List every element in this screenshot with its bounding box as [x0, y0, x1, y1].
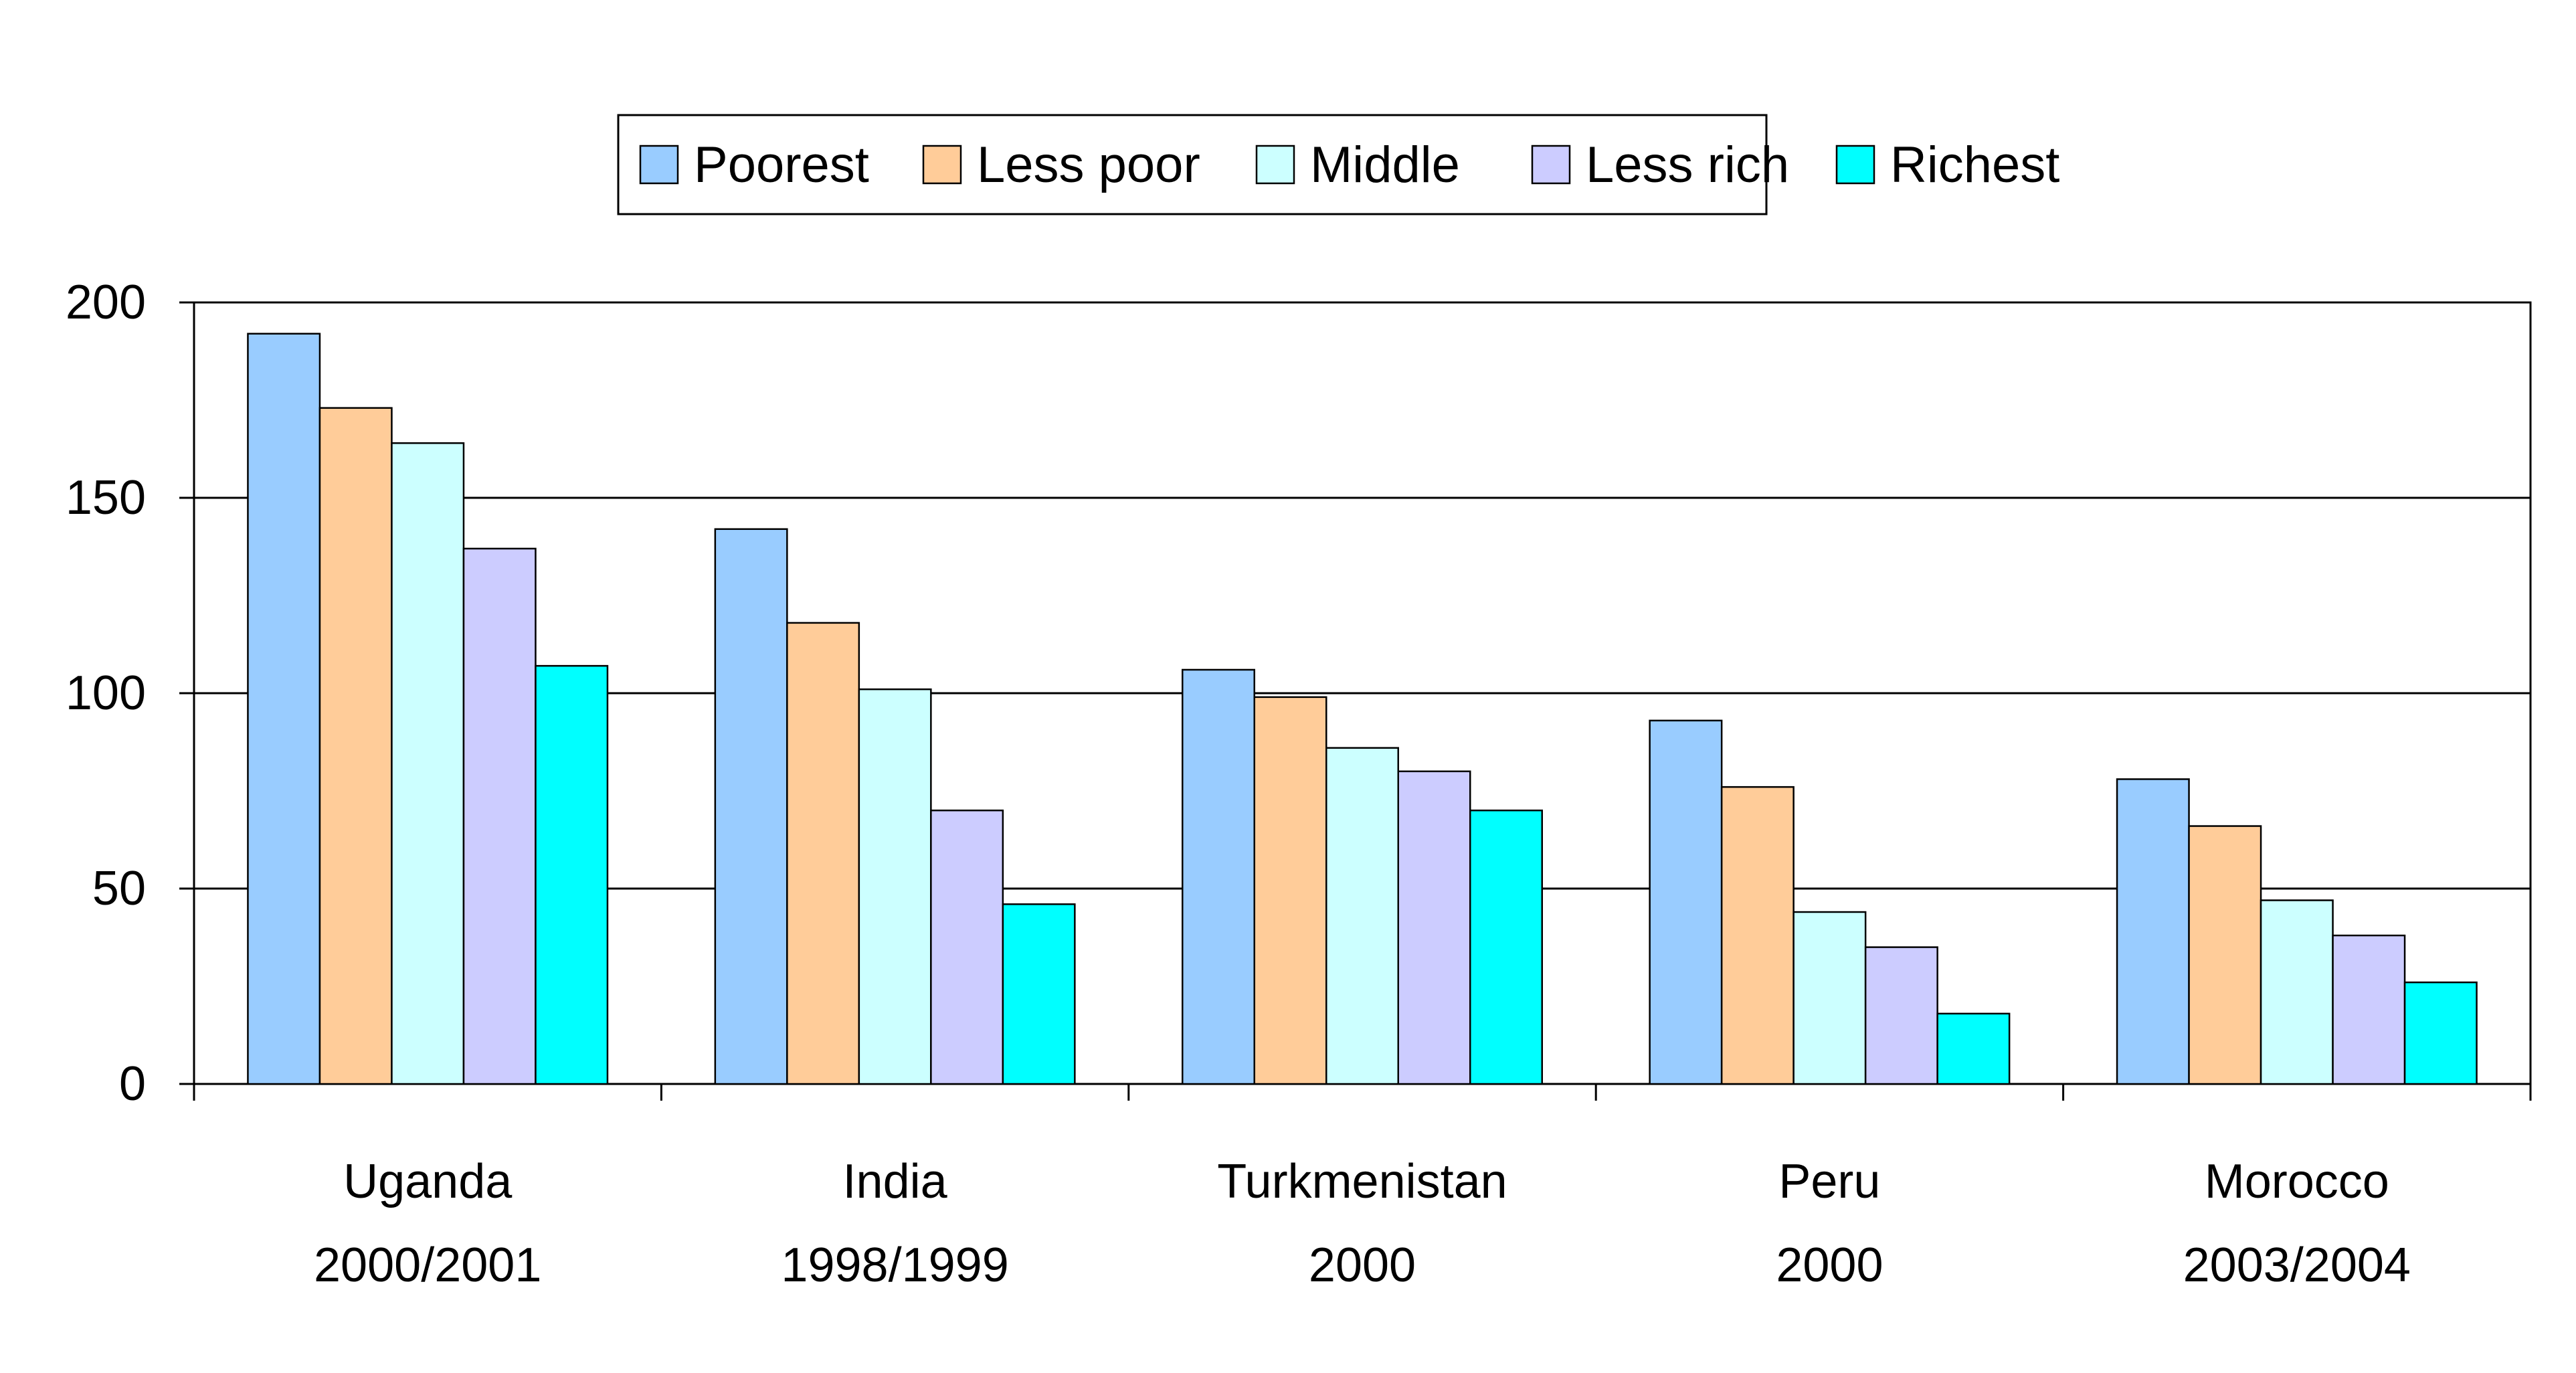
y-tick-label: 200	[66, 276, 146, 329]
axes: 0 50 100 150 200 Uganda 2000/2001 India 1998/199…	[66, 276, 2532, 1292]
x-category-label: Uganda	[343, 1155, 513, 1208]
y-tick-label: 100	[66, 666, 146, 720]
bar-middle	[2260, 899, 2334, 1085]
legend-label-poorest: Poorest	[694, 136, 869, 193]
bar-richest	[1469, 809, 1543, 1085]
bar-less-poor	[1720, 786, 1795, 1085]
legend-label-less-poor: Less poor	[977, 136, 1200, 193]
bar-middle	[1325, 747, 1399, 1085]
bar-less-rich	[930, 809, 1004, 1085]
x-category-sublabel: 2003/2004	[2183, 1239, 2411, 1292]
legend-swatch-middle	[1255, 145, 1295, 185]
bar-richest	[1002, 903, 1076, 1085]
bar-poorest	[2116, 778, 2190, 1085]
bar-less-rich	[462, 547, 537, 1085]
x-category-label: India	[843, 1155, 948, 1208]
bar-less-poor	[786, 622, 860, 1085]
bar-less-rich	[1397, 770, 1471, 1085]
x-category-label: Turkmenistan	[1217, 1155, 1507, 1208]
bar-less-poor	[318, 407, 393, 1085]
x-category-sublabel: 2000	[1776, 1239, 1883, 1292]
bar-middle	[1792, 911, 1867, 1085]
legend-swatch-less-poor	[922, 145, 962, 185]
bar-less-poor	[2188, 825, 2262, 1085]
legend: Poorest Less poor Middle Less rich Richest	[617, 114, 2059, 215]
bar-poorest	[1182, 668, 1255, 1085]
x-category-sublabel: 1998/1999	[781, 1239, 1008, 1292]
bar-less-poor	[1253, 696, 1327, 1085]
legend-label-richest: Richest	[1890, 136, 2059, 193]
legend-label-less-rich: Less rich	[1586, 136, 1789, 193]
bar-middle	[391, 442, 465, 1085]
legend-swatch-richest	[1835, 145, 1875, 185]
bar-richest	[535, 664, 609, 1085]
x-category-sublabel: 2000	[1309, 1239, 1416, 1292]
bar-poorest	[714, 528, 788, 1085]
bar-richest	[1936, 1012, 2011, 1085]
y-tick-label: 0	[119, 1057, 146, 1111]
bars	[247, 333, 2478, 1085]
bar-poorest	[247, 333, 321, 1085]
bar-richest	[2403, 981, 2478, 1085]
y-tick-label: 50	[92, 862, 146, 915]
bar-poorest	[1649, 719, 1723, 1085]
bar-middle	[858, 688, 932, 1085]
bar-less-rich	[2332, 934, 2406, 1085]
legend-label-middle: Middle	[1310, 136, 1460, 193]
bar-less-rich	[1864, 946, 1938, 1085]
legend-swatch-poorest	[639, 145, 679, 185]
legend-box	[617, 114, 1768, 215]
x-category-label: Peru	[1778, 1155, 1880, 1208]
legend-swatch-less-rich	[1531, 145, 1571, 185]
y-tick-label: 150	[66, 471, 146, 525]
x-category-label: Morocco	[2205, 1155, 2389, 1208]
x-category-sublabel: 2000/2001	[314, 1239, 541, 1292]
